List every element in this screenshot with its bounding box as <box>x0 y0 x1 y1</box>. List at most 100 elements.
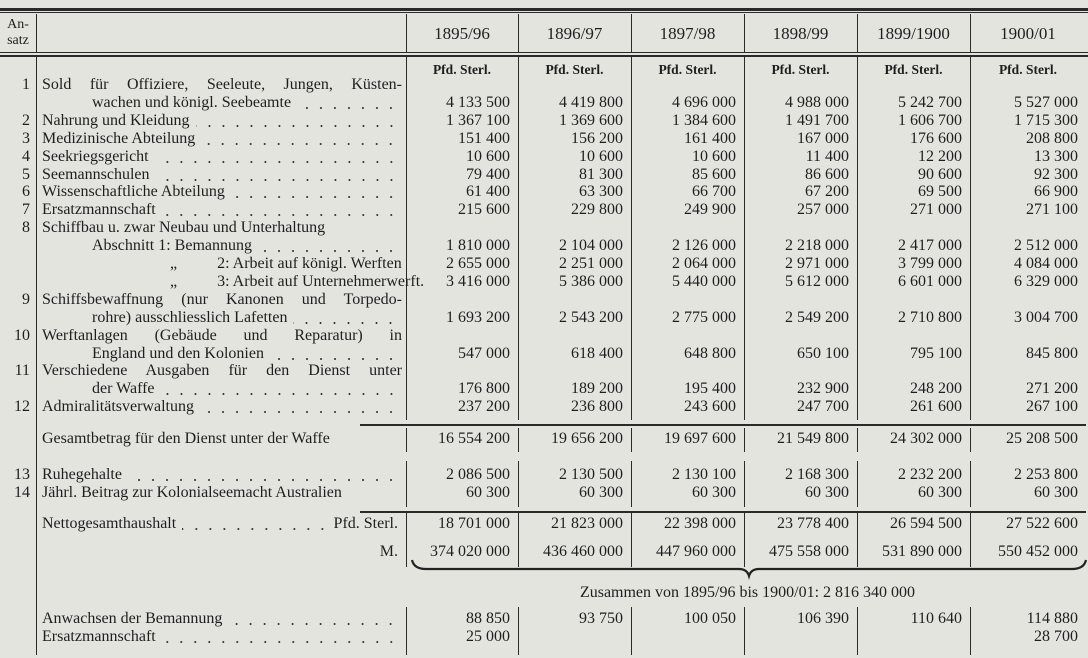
value-cell: 25 000 <box>466 628 510 645</box>
value-cell: 2 543 200 <box>559 308 623 326</box>
dot-leader <box>228 610 398 628</box>
value-cell: 237 200 <box>458 398 510 416</box>
row-label: Medizinische Abteilung <box>42 129 402 148</box>
value-cell: 2 086 500 <box>446 466 510 483</box>
total-sum-text: Zusammen von 1895/96 bis 1900/01: 2 816 … <box>579 584 916 601</box>
value-cell: 2 232 200 <box>898 466 962 483</box>
value-cell: 2 064 000 <box>672 255 736 272</box>
row-label: „ 3: Arbeit auf Unternehmerwerft. <box>170 273 424 291</box>
value-cell: 243 600 <box>684 398 736 416</box>
header-divider <box>36 14 38 52</box>
row-label-text: „ 3: Arbeit auf Unternehmerwerft. <box>170 272 425 290</box>
row-number: 14 <box>14 484 30 501</box>
ansatz-header-line: An- <box>7 17 29 32</box>
dot-leader <box>230 183 398 202</box>
value-cell: 92 300 <box>1034 165 1078 183</box>
value-cell: 2 130 100 <box>672 466 736 483</box>
value-cell: 3 004 700 <box>1014 308 1078 326</box>
header-divider <box>406 14 408 52</box>
value-cell: 79 400 <box>466 165 510 183</box>
row-label-text: der Waffe <box>92 380 155 398</box>
row-label: M. <box>42 543 402 561</box>
value-cell: 195 400 <box>684 380 736 398</box>
header-divider <box>857 14 859 52</box>
value-cell: 1 369 600 <box>559 111 623 129</box>
value-cell: 795 100 <box>910 344 962 362</box>
dot-leader <box>199 398 398 417</box>
dot-leader <box>269 344 398 363</box>
ansatz-header-line: satz <box>7 33 29 48</box>
column-divider <box>406 607 408 655</box>
value-cell: 4 084 000 <box>1014 255 1078 272</box>
value-cell: 106 390 <box>797 610 849 627</box>
value-cell: 248 200 <box>910 380 962 398</box>
column-divider <box>631 513 633 567</box>
row-number: 2 <box>22 111 30 129</box>
row-label: der Waffe <box>92 380 402 399</box>
value-cell: 436 460 000 <box>543 543 623 560</box>
unit-label: Pfd. Sterl. <box>771 62 830 77</box>
value-cell: 249 900 <box>684 201 736 219</box>
dot-leader <box>195 111 398 130</box>
value-cell: 26 594 500 <box>890 515 962 532</box>
value-cell: 85 600 <box>692 165 736 183</box>
column-divider <box>406 461 408 507</box>
column-divider <box>857 461 859 507</box>
dot-leader <box>154 147 398 166</box>
value-cell: 60 300 <box>1034 484 1078 501</box>
row-label: Schiffsbewaffnung (nur Kanonen und Torpe… <box>42 291 402 309</box>
value-cell: 845 800 <box>1026 344 1078 362</box>
column-divider <box>857 513 859 567</box>
value-cell: 60 300 <box>918 484 962 501</box>
value-cell: 2 417 000 <box>898 237 962 255</box>
row-label-text: Ersatzmannschaft <box>42 201 156 219</box>
row-number <box>0 255 30 273</box>
value-cell: 257 000 <box>797 201 849 219</box>
row-label-text: „ 2: Arbeit auf königl. Werften <box>170 255 402 272</box>
value-cell: 648 800 <box>684 344 736 362</box>
year-header: 1896/97 <box>546 24 603 43</box>
header-divider <box>744 14 746 52</box>
row-label-text: Wissenschaftliche Abteilung <box>42 183 225 201</box>
column-divider <box>970 607 972 655</box>
value-cell: 6 329 000 <box>1014 272 1078 290</box>
value-cell: 271 000 <box>910 201 962 219</box>
column-divider <box>970 513 972 567</box>
value-cell: 2 512 000 <box>1014 237 1078 255</box>
column-divider <box>518 461 520 507</box>
value-cell: 21 823 000 <box>551 515 623 532</box>
dot-leader <box>257 237 398 256</box>
value-cell: 2 126 000 <box>672 237 736 255</box>
year-header: 1900/01 <box>1000 24 1056 43</box>
value-cell: 60 300 <box>466 484 510 501</box>
unit-label: Pfd. Sterl. <box>658 62 717 77</box>
row-number <box>0 628 30 646</box>
row-label: Verschiedene Ausgaben für den Dienst unt… <box>42 362 402 380</box>
value-cell: 374 020 000 <box>430 543 510 560</box>
row-number: 11 <box>14 362 30 380</box>
value-cell: 1 606 700 <box>898 111 962 129</box>
unit-label: Pfd. Sterl. <box>884 62 943 77</box>
row-label-text: Nahrung und Kleidung <box>42 111 190 129</box>
value-cell: 4 988 000 <box>785 93 849 111</box>
value-cell: 18 701 000 <box>438 515 510 532</box>
row-number: 5 <box>22 165 30 183</box>
row-label-text: wachen und königl. Seebeamte <box>92 93 292 111</box>
row-label: Wissenschaftliche Abteilung <box>42 183 402 202</box>
currency-unit: Pfd. Sterl. <box>333 515 398 532</box>
value-cell: 60 300 <box>692 484 736 501</box>
value-cell: 650 100 <box>797 344 849 362</box>
value-cell: 2 710 800 <box>898 308 962 326</box>
value-cell: 475 558 000 <box>769 543 849 560</box>
value-cell: 547 000 <box>458 344 510 362</box>
row-label: rohre) ausschliesslich Lafetten <box>92 308 402 327</box>
row-label-text: Ersatzmannschaft <box>42 628 156 645</box>
value-cell: 69 500 <box>918 183 962 201</box>
value-cell: 10 600 <box>466 147 510 165</box>
value-cell: 2 130 500 <box>559 466 623 483</box>
dot-leader <box>182 515 330 533</box>
value-cell: 232 900 <box>797 380 849 398</box>
column-divider <box>970 428 972 452</box>
value-cell: 4 133 500 <box>446 93 510 111</box>
value-cell: 6 601 000 <box>898 272 962 290</box>
